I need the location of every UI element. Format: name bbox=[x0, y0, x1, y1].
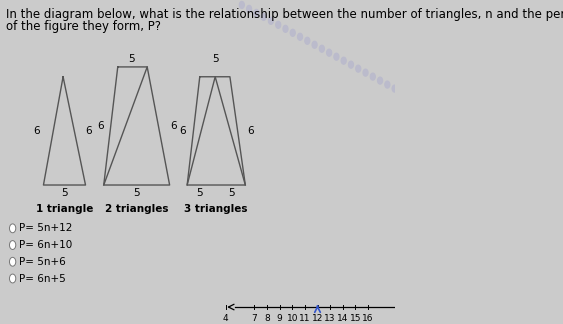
Text: 5: 5 bbox=[212, 54, 218, 64]
Circle shape bbox=[10, 257, 16, 266]
Text: P= 6n+5: P= 6n+5 bbox=[19, 273, 65, 284]
Text: 10: 10 bbox=[287, 314, 298, 323]
Circle shape bbox=[298, 33, 302, 40]
Circle shape bbox=[378, 77, 382, 84]
Text: 5: 5 bbox=[228, 188, 235, 198]
Circle shape bbox=[261, 13, 266, 20]
Text: 11: 11 bbox=[299, 314, 311, 323]
Text: 12: 12 bbox=[312, 314, 323, 323]
Circle shape bbox=[341, 57, 346, 64]
Circle shape bbox=[247, 6, 252, 12]
Circle shape bbox=[348, 61, 354, 68]
Text: 6: 6 bbox=[86, 126, 92, 136]
Circle shape bbox=[239, 2, 244, 8]
Circle shape bbox=[254, 9, 259, 16]
Text: 5: 5 bbox=[128, 54, 135, 64]
Circle shape bbox=[10, 241, 16, 249]
Text: 6: 6 bbox=[247, 126, 253, 136]
Text: 5: 5 bbox=[133, 188, 140, 198]
Text: of the figure they form, P?: of the figure they form, P? bbox=[6, 20, 160, 33]
Text: In the diagram below, what is the relationship between the number of triangles, : In the diagram below, what is the relati… bbox=[6, 8, 563, 21]
Circle shape bbox=[319, 45, 324, 52]
Circle shape bbox=[356, 65, 361, 72]
Text: 9: 9 bbox=[277, 314, 283, 323]
Text: 2 triangles: 2 triangles bbox=[105, 204, 168, 214]
Text: P= 5n+12: P= 5n+12 bbox=[19, 223, 72, 233]
Text: 6: 6 bbox=[170, 121, 176, 131]
Circle shape bbox=[10, 224, 16, 233]
Circle shape bbox=[334, 53, 339, 60]
Text: 6: 6 bbox=[97, 121, 104, 131]
Circle shape bbox=[276, 21, 281, 28]
Text: 3 triangles: 3 triangles bbox=[185, 204, 248, 214]
Text: 6: 6 bbox=[179, 126, 186, 136]
Text: 5: 5 bbox=[61, 188, 68, 198]
Circle shape bbox=[327, 49, 332, 56]
Circle shape bbox=[363, 69, 368, 76]
Text: 1 triangle: 1 triangle bbox=[36, 204, 93, 214]
Circle shape bbox=[269, 17, 274, 24]
Circle shape bbox=[283, 25, 288, 32]
Text: 16: 16 bbox=[362, 314, 374, 323]
Text: 13: 13 bbox=[324, 314, 336, 323]
Text: 7: 7 bbox=[252, 314, 257, 323]
Circle shape bbox=[370, 73, 376, 80]
Text: 8: 8 bbox=[264, 314, 270, 323]
Text: 5: 5 bbox=[196, 188, 203, 198]
Text: 6: 6 bbox=[33, 126, 40, 136]
Circle shape bbox=[305, 37, 310, 44]
Circle shape bbox=[291, 29, 295, 36]
Text: 4: 4 bbox=[223, 314, 229, 323]
Circle shape bbox=[10, 274, 16, 283]
Text: 15: 15 bbox=[350, 314, 361, 323]
Circle shape bbox=[392, 85, 397, 92]
Circle shape bbox=[312, 41, 317, 48]
Text: 14: 14 bbox=[337, 314, 348, 323]
Text: P= 5n+6: P= 5n+6 bbox=[19, 257, 65, 267]
Text: P= 6n+10: P= 6n+10 bbox=[19, 240, 72, 250]
Circle shape bbox=[385, 81, 390, 88]
